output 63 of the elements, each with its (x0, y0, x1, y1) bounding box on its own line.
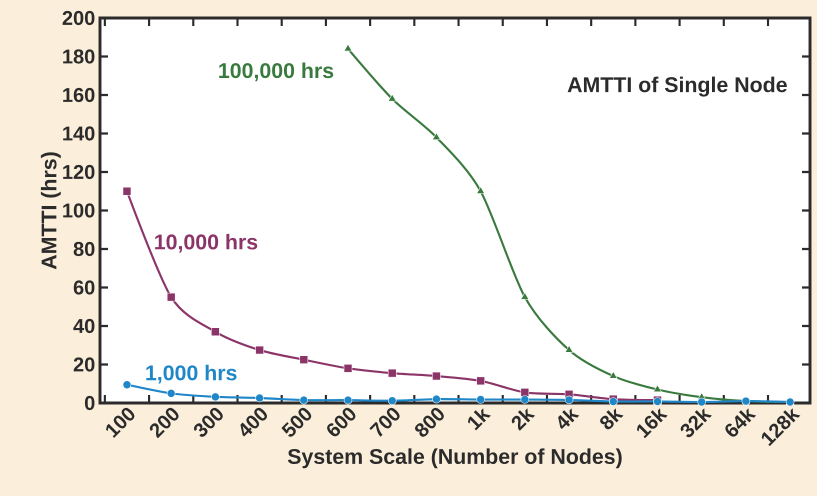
y-tick-label: 160 (63, 88, 94, 102)
point (520, 292, 530, 300)
point (300, 355, 308, 364)
x-tick-label: 500 (281, 408, 312, 437)
series-label: 10,000 hrs (155, 234, 258, 253)
y-tick-label: 180 (63, 49, 94, 64)
y-tick-label: 200 (62, 10, 94, 26)
text: AMTTI of Single Node (568, 76, 787, 97)
y-tick-label: 40 (73, 318, 94, 334)
point (211, 392, 220, 402)
point (564, 345, 574, 353)
point (564, 396, 574, 404)
x-tick-label: 1k (468, 408, 491, 430)
point (166, 292, 176, 302)
point (344, 44, 352, 52)
point (476, 376, 485, 386)
x-tick-label: 100 (106, 408, 134, 438)
point (388, 396, 396, 405)
point (255, 394, 264, 402)
point (211, 328, 220, 336)
x-tick-label: 700 (369, 408, 400, 437)
x-tick-label: 400 (240, 408, 267, 437)
point (653, 384, 662, 392)
point (697, 398, 706, 406)
point (520, 388, 530, 397)
x-axis-title: System Scale (Number of Nodes) (288, 448, 622, 468)
point (520, 395, 530, 404)
point (609, 371, 618, 379)
point (122, 380, 132, 389)
point (476, 186, 485, 194)
x-tick-label: 32k (680, 408, 712, 438)
y-axis-title: AMTTI (hrs) (40, 152, 61, 270)
point (609, 397, 618, 406)
x-tick-label: 4k (558, 408, 580, 430)
y-tick-label: 0 (84, 396, 94, 410)
y-tick-label: 80 (74, 242, 94, 256)
x-tick-label: 300 (194, 408, 223, 437)
point (432, 394, 441, 404)
point (344, 364, 352, 373)
x-tick-label: 8k (600, 408, 624, 430)
series-label: 100,000 hrs (219, 62, 334, 82)
point (255, 346, 264, 354)
x-tick-label: 200 (150, 408, 179, 438)
x-tick-label: 800 (415, 408, 444, 437)
point (388, 94, 396, 102)
x-tick-label: 64k (725, 408, 756, 437)
x-tick-label: 600 (327, 408, 356, 436)
y-tick-label: 120 (63, 164, 94, 180)
x-tick-label: 16k (636, 408, 668, 438)
point (300, 396, 308, 404)
y-tick-label: 100 (63, 203, 94, 218)
point (432, 372, 441, 380)
point (344, 396, 352, 404)
y-tick-label: 20 (74, 357, 94, 372)
y-tick-label: 60 (74, 280, 94, 295)
series-label: 1,000 hrs (146, 364, 237, 384)
point (432, 132, 441, 140)
point (388, 368, 396, 378)
point (166, 389, 176, 398)
x-tick-label: 2k (512, 408, 536, 431)
point (122, 186, 132, 196)
point (476, 395, 485, 404)
y-tick-label: 140 (63, 126, 94, 141)
